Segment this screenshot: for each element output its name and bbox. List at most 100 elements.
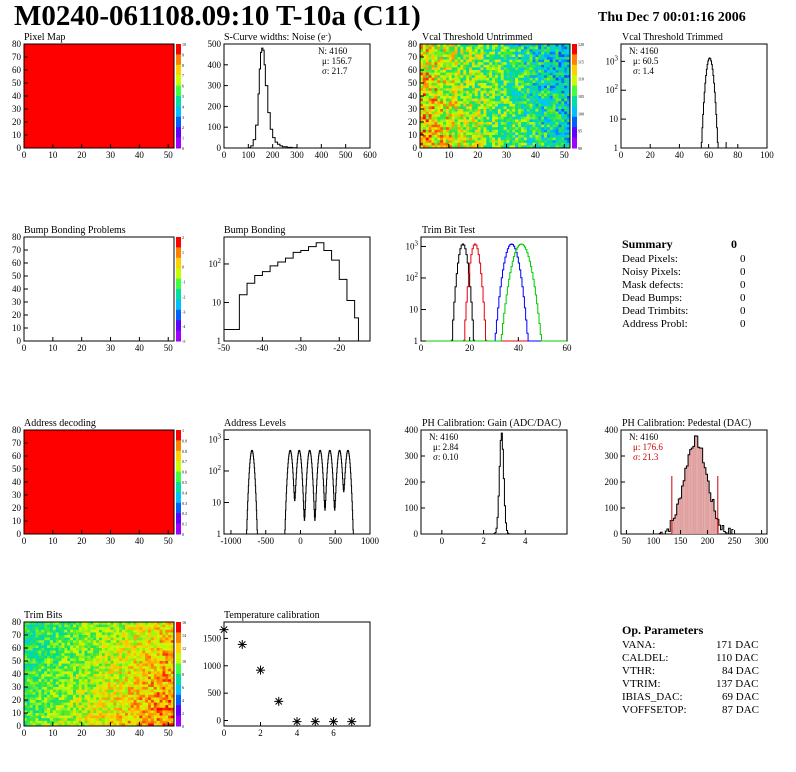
x-tick-label: 40 <box>135 728 145 738</box>
heatmap-cell <box>136 668 140 672</box>
heatmap-cell <box>538 124 542 128</box>
heatmap-cell <box>535 59 539 63</box>
heatmap-cell <box>558 72 562 76</box>
heatmap-cell <box>171 674 175 677</box>
heatmap-cell <box>101 650 106 654</box>
heatmap-cell <box>29 718 33 722</box>
heatmap-cell <box>87 627 91 631</box>
heatmap-cell <box>58 635 62 638</box>
heatmap-cell <box>124 697 129 701</box>
scatter-point <box>310 717 320 727</box>
heatmap-cell <box>127 681 132 685</box>
heatmap-cell <box>171 653 175 657</box>
heatmap-cell <box>512 88 516 92</box>
heatmap-cell <box>428 140 432 144</box>
heatmap-cell <box>47 650 51 654</box>
heatmap-cell <box>431 137 435 141</box>
heatmap-cell <box>420 140 424 144</box>
heatmap-cell <box>93 663 97 667</box>
heatmap-cell <box>523 75 528 79</box>
heatmap-cell <box>165 687 169 690</box>
heatmap-cell <box>457 132 461 136</box>
heatmap-cell <box>75 676 80 680</box>
heatmap-cell <box>500 93 504 97</box>
heatmap-cell <box>93 674 97 677</box>
heatmap-cell <box>549 62 553 66</box>
heatmap-cell <box>87 650 91 654</box>
heatmap-cell <box>64 622 68 625</box>
heatmap-cell <box>463 85 467 89</box>
heatmap-cell <box>67 661 71 664</box>
heatmap-cell <box>526 109 530 112</box>
heatmap-cell <box>52 671 57 675</box>
heatmap-cell <box>64 702 68 706</box>
heatmap-cell <box>489 51 493 55</box>
color-scale-label: 9 <box>182 52 184 57</box>
heatmap-cell <box>35 684 39 688</box>
heatmap-cell <box>58 684 62 688</box>
heatmap-cell <box>555 98 559 102</box>
heatmap-cell <box>506 80 510 84</box>
heatmap-cell <box>58 676 62 680</box>
heatmap-cell <box>492 54 496 58</box>
heatmap-cell <box>457 109 461 112</box>
heatmap-cell <box>529 70 533 73</box>
heatmap-cell <box>41 676 45 680</box>
heatmap-cell <box>101 622 106 625</box>
heatmap-cell <box>489 75 493 79</box>
heatmap-cell <box>150 629 155 633</box>
heatmap-cell <box>552 122 556 125</box>
heatmap-cell <box>532 64 536 68</box>
heatmap-cell <box>564 57 568 60</box>
heatmap-cell <box>104 687 108 690</box>
heatmap-cell <box>495 96 499 99</box>
heatmap-cell <box>70 642 74 646</box>
heatmap-cell <box>133 676 137 680</box>
heatmap-cell <box>451 77 455 81</box>
heatmap-cell <box>67 648 71 651</box>
heatmap-cell <box>90 705 94 709</box>
heatmap-cell <box>431 51 435 55</box>
heatmap-cell <box>443 77 447 81</box>
heatmap-cell <box>434 59 438 63</box>
heatmap-cell <box>425 77 429 81</box>
heatmap-cell <box>93 697 97 701</box>
heatmap-cell <box>70 629 74 633</box>
heatmap-cell <box>113 668 117 672</box>
heatmap-cell <box>124 676 129 680</box>
heatmap-cell <box>535 127 539 131</box>
heatmap-cell <box>544 129 548 133</box>
heatmap-cell <box>96 705 100 709</box>
heatmap-cell <box>532 137 536 141</box>
heatmap-cell <box>107 694 111 698</box>
heatmap-cell <box>133 650 137 654</box>
heatmap-cell <box>84 705 88 709</box>
heatmap-cell <box>90 655 94 659</box>
heatmap-cell <box>55 655 59 659</box>
heatmap-cell <box>437 67 441 71</box>
heatmap-cell <box>466 44 470 47</box>
heatmap-cell <box>41 723 45 727</box>
heatmap-cell <box>47 632 51 636</box>
heatmap-cell <box>124 720 129 724</box>
heatmap-cell <box>96 658 100 662</box>
heatmap-cell <box>104 694 108 698</box>
heatmap-cell <box>99 689 103 693</box>
heatmap-cell <box>497 137 502 141</box>
heatmap-cell <box>463 122 467 125</box>
heatmap-cell <box>495 85 499 89</box>
heatmap-cell <box>73 707 77 711</box>
heatmap-cell <box>440 83 444 86</box>
heatmap-cell <box>451 129 455 133</box>
heatmap-cell <box>122 697 126 701</box>
heatmap-cell <box>35 681 39 685</box>
heatmap-cell <box>486 70 490 73</box>
heatmap-cell <box>454 75 458 79</box>
x-tick-label: 0 <box>418 150 423 160</box>
heatmap-cell <box>145 674 149 677</box>
heatmap-cell <box>489 85 493 89</box>
heatmap-cell <box>58 692 62 696</box>
heatmap-cell <box>558 85 562 89</box>
color-scale-label: 1 <box>182 428 184 433</box>
heatmap-cell <box>428 72 432 76</box>
